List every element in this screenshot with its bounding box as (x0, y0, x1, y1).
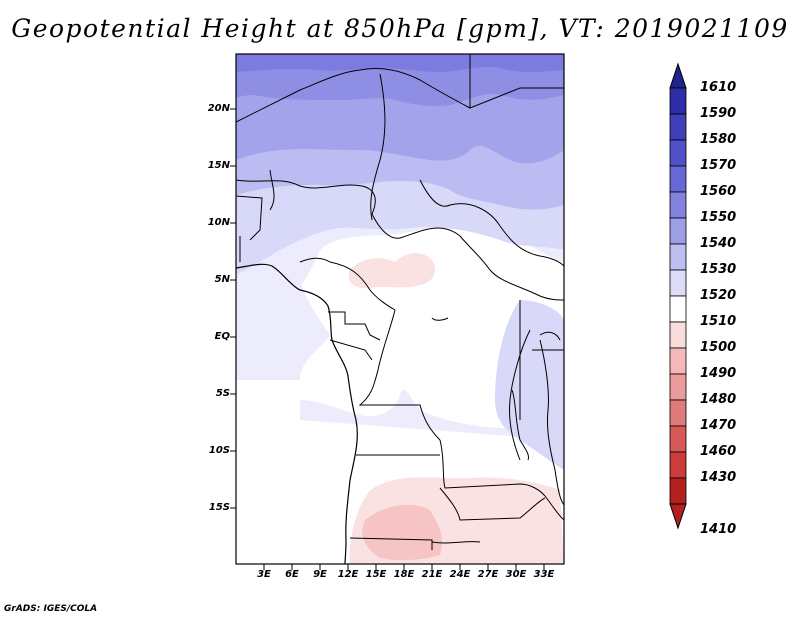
colorbar-segment (669, 295, 687, 323)
lon-label: 6E (285, 569, 299, 580)
axis-ticks (230, 108, 545, 570)
colorbar-label: 1480 (700, 392, 737, 407)
border-line (349, 537, 433, 550)
colorbar-segment (669, 451, 687, 479)
colorbar-label: 1460 (700, 444, 737, 459)
colorbar-segment (669, 217, 687, 245)
lat-label: 10S (208, 445, 230, 456)
border-line (539, 339, 564, 506)
border-line (532, 349, 564, 370)
lat-label: 10N (207, 217, 230, 228)
colorbar-segment (669, 87, 687, 115)
lat-label: 5N (214, 274, 230, 285)
plot-frame (235, 53, 565, 565)
colorbar-segment (669, 399, 687, 427)
colorbar-segment (669, 347, 687, 375)
field-1530-east (495, 300, 564, 470)
colorbar-segment (669, 269, 687, 297)
border-line (236, 67, 471, 123)
colorbar-segment (669, 139, 687, 167)
border-line (358, 309, 441, 441)
lon-label: 21E (421, 569, 443, 580)
colorbar-label: 1550 (700, 210, 737, 225)
colorbar-label: 1410 (700, 522, 737, 537)
border-line (370, 73, 386, 221)
colorbar-top-arrow (669, 62, 687, 89)
colorbar-segment (669, 425, 687, 453)
colorbar-label: 1430 (700, 470, 737, 485)
field-1500-center (348, 253, 436, 289)
colorbar-label: 1490 (700, 366, 737, 381)
colorbar-label: 1500 (700, 340, 737, 355)
credit-label: GrADS: IGES/COLA (4, 604, 98, 614)
field-1560-north (236, 54, 564, 72)
lon-label: 15E (365, 569, 387, 580)
colorbar-segment (669, 113, 687, 141)
border-line (269, 169, 275, 211)
border-line (329, 339, 373, 361)
lon-label: 9E (313, 569, 327, 580)
colorbar-segment (669, 373, 687, 401)
colorbar-label: 1540 (700, 236, 737, 251)
lon-label: 33E (533, 569, 555, 580)
lake-outline (539, 331, 561, 341)
colorbar-label: 1530 (700, 262, 737, 277)
colorbar-label: 1520 (700, 288, 737, 303)
lon-label: 3E (257, 569, 271, 580)
colorbar-label: 1560 (700, 184, 737, 199)
colorbar-label: 1610 (700, 80, 737, 95)
border-line (499, 225, 564, 267)
colorbar-label: 1580 (700, 132, 737, 147)
lat-label: 15S (208, 502, 230, 513)
colorbar-label: 1590 (700, 106, 737, 121)
lake-outline (511, 389, 529, 461)
border-line (469, 54, 564, 109)
colorbar-segment (669, 243, 687, 271)
border-line (419, 179, 501, 227)
field-1520-ocean (236, 280, 330, 380)
colorbar-label: 1510 (700, 314, 737, 329)
lat-label: 20N (207, 103, 230, 114)
border-line (236, 179, 376, 215)
colorbar-segment (669, 321, 687, 349)
lon-label: 27E (477, 569, 499, 580)
border-line (328, 311, 381, 341)
colorbar-bottom-arrow (669, 503, 687, 530)
border-line (431, 541, 481, 544)
border-line (439, 439, 546, 497)
field-1490-south (362, 504, 442, 561)
colorbar-segment (669, 477, 687, 505)
border-line (544, 495, 564, 521)
lon-label: 18E (393, 569, 415, 580)
lon-label: 24E (449, 569, 471, 580)
border-line (236, 195, 263, 241)
lon-label: 30E (505, 569, 527, 580)
lon-label: 12E (337, 569, 359, 580)
lake-outline (431, 317, 449, 321)
field-1510-zone (236, 225, 564, 564)
borders (236, 54, 564, 564)
colorbar-label: 1570 (700, 158, 737, 173)
border-line (509, 329, 531, 461)
lat-label: 15N (207, 160, 230, 171)
border-line (439, 487, 546, 521)
border-line (299, 257, 396, 311)
lat-label: 5S (215, 388, 230, 399)
colorbar-segment (669, 165, 687, 193)
colorbar (669, 62, 687, 530)
colorbar-label: 1470 (700, 418, 737, 433)
colorbar-segment (669, 191, 687, 219)
height-field (236, 54, 564, 564)
coastline (236, 263, 358, 564)
border-line (371, 213, 564, 301)
chart-title: Geopotential Height at 850hPa [gpm], VT:… (11, 14, 789, 43)
lat-label: EQ (214, 331, 230, 342)
